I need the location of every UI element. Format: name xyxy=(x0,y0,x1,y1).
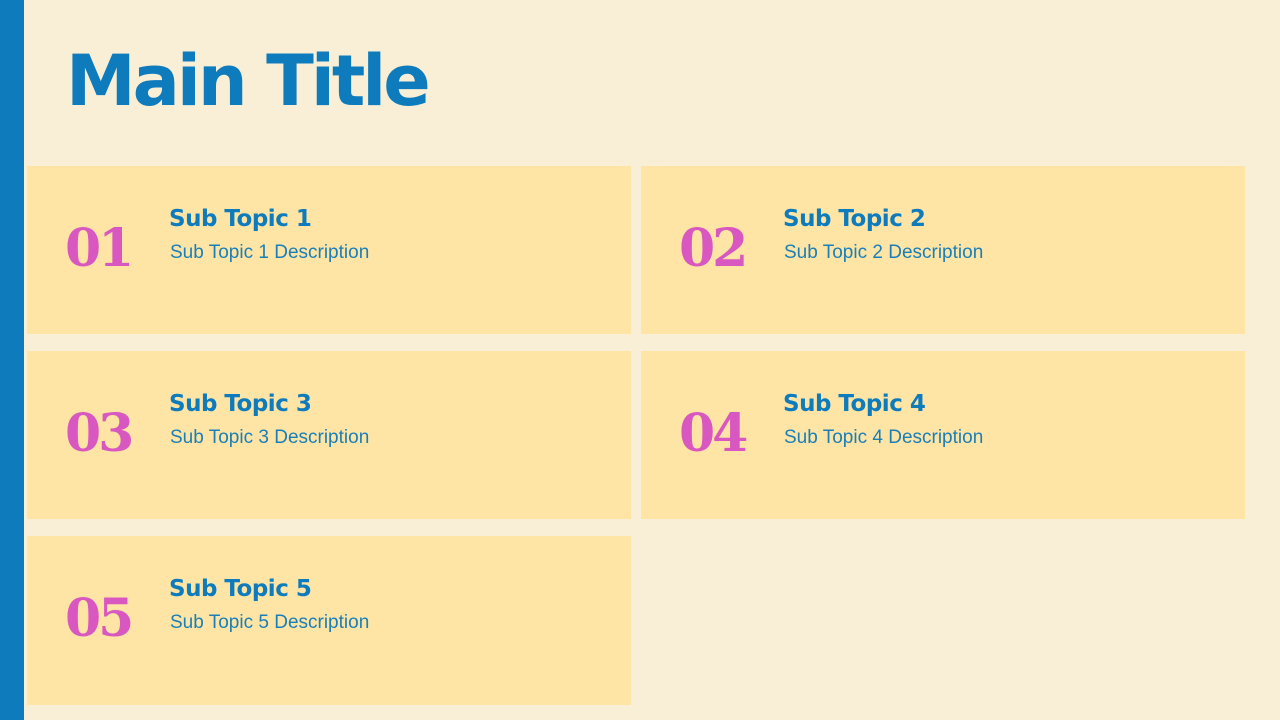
topic-title: Sub Topic 3 xyxy=(169,391,312,417)
topic-number: 04 xyxy=(679,403,748,464)
topic-description: Sub Topic 2 Description xyxy=(784,242,984,263)
topic-description: Sub Topic 1 Description xyxy=(170,242,370,263)
topic-title: Sub Topic 4 xyxy=(783,391,926,417)
topic-card: 01 Sub Topic 1 Sub Topic 1 Description xyxy=(27,166,631,334)
topic-title: Sub Topic 5 xyxy=(169,576,312,602)
accent-bar xyxy=(0,0,24,720)
page-title: Main Title xyxy=(66,40,431,122)
topic-title: Sub Topic 1 xyxy=(169,206,312,232)
topic-card: 02 Sub Topic 2 Sub Topic 2 Description xyxy=(641,166,1245,334)
topic-description: Sub Topic 5 Description xyxy=(170,612,370,633)
topic-number: 01 xyxy=(65,218,134,279)
topic-card: 03 Sub Topic 3 Sub Topic 3 Description xyxy=(27,351,631,519)
topic-description: Sub Topic 4 Description xyxy=(784,427,984,448)
topic-number: 05 xyxy=(65,588,134,649)
topic-card: 04 Sub Topic 4 Sub Topic 4 Description xyxy=(641,351,1245,519)
topic-card: 05 Sub Topic 5 Sub Topic 5 Description xyxy=(27,536,631,705)
topic-number: 02 xyxy=(679,218,748,279)
topic-description: Sub Topic 3 Description xyxy=(170,427,370,448)
topic-title: Sub Topic 2 xyxy=(783,206,926,232)
topic-number: 03 xyxy=(65,403,134,464)
